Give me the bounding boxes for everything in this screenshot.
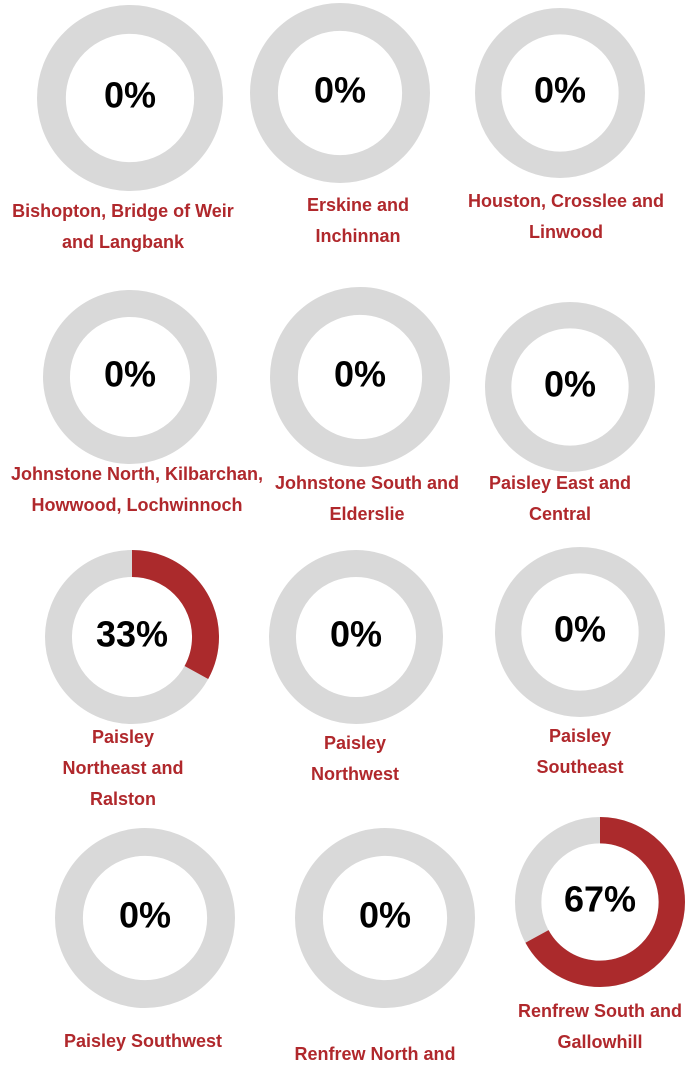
donut-arc — [44, 550, 219, 724]
donut-track — [43, 289, 217, 464]
donut-title: Johnstone South and Elderslie — [275, 473, 459, 524]
value-label: 0% — [534, 70, 586, 111]
value-label: 0% — [330, 614, 382, 655]
donut-title: Erskine and Inchinnan — [306, 195, 410, 246]
value-label: 0% — [104, 354, 156, 395]
donut-title: Paisley Northeast and Ralston — [62, 727, 184, 809]
donut-title: Bishopton, Bridge of Weir and Langbank — [12, 201, 234, 252]
value-label: 0% — [334, 354, 386, 395]
donut-track — [474, 8, 645, 178]
value-label: 67% — [564, 879, 636, 920]
donut-title: Paisley East and Central — [488, 473, 632, 524]
donut-track — [295, 828, 476, 1009]
donut-track — [37, 5, 223, 191]
donut-track — [270, 287, 451, 468]
donut-track — [250, 2, 431, 184]
donut-track — [494, 546, 665, 717]
donut-track — [54, 828, 236, 1009]
value-label: 0% — [119, 895, 171, 936]
donut-title: Paisley Southwest — [63, 1031, 223, 1051]
donut-track — [268, 549, 443, 724]
donut-title: Renfrew South and Gallowhill — [517, 1001, 682, 1052]
donut-title: Paisley Northwest — [310, 733, 399, 784]
donut-arc — [514, 817, 685, 988]
value-label: 0% — [314, 70, 366, 111]
value-label: 0% — [104, 75, 156, 116]
value-label: 0% — [544, 364, 596, 405]
donut-title: Houston, Crosslee and Linwood — [467, 191, 665, 242]
donut-track — [484, 301, 655, 472]
donut-title: Renfrew North and — [294, 1044, 456, 1064]
donut-title: Johnstone North, Kilbarchan, Howwood, Lo… — [10, 464, 264, 515]
value-label: 33% — [96, 614, 168, 655]
value-label: 0% — [554, 609, 606, 650]
donut-title: Paisley Southeast — [536, 726, 624, 777]
value-label: 0% — [359, 895, 411, 936]
